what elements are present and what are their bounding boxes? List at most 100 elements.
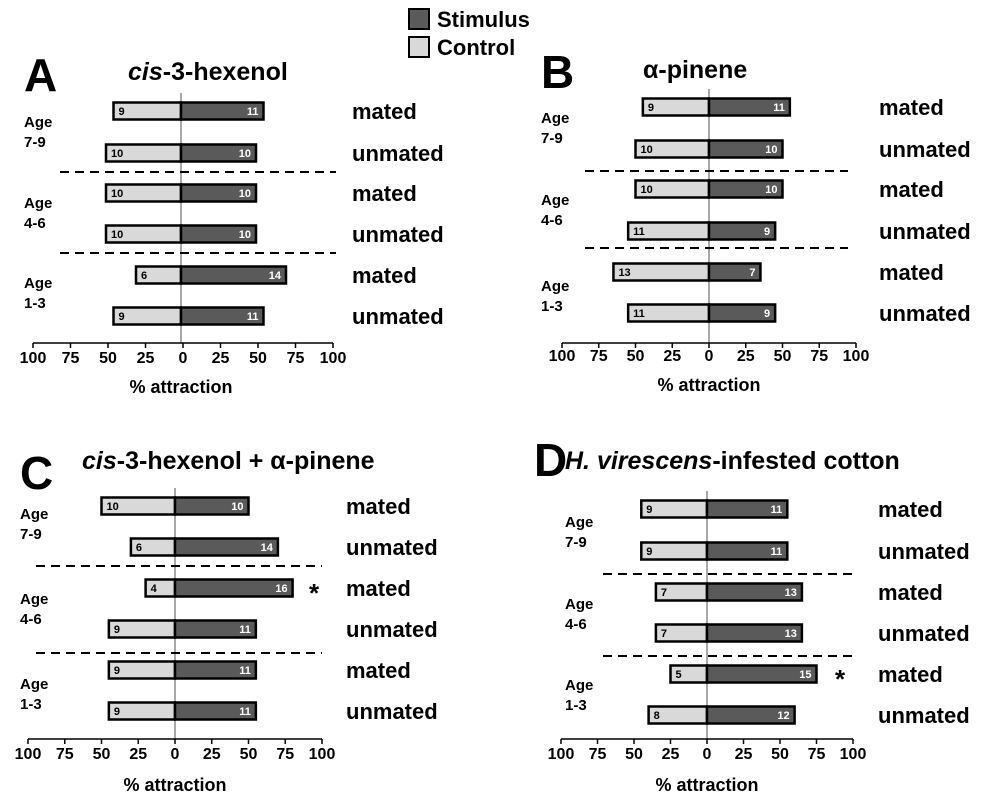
status-label: mated [879,95,944,120]
stimulus-count: 15 [799,669,811,681]
status-label: mated [878,580,943,605]
x-tick-label: 75 [287,350,305,367]
status-label: unmated [879,219,971,244]
stimulus-count: 10 [765,144,777,156]
status-label: mated [346,658,411,683]
stimulus-count: 11 [247,311,259,323]
x-tick-label: 0 [171,746,180,763]
panel-letter: B [541,46,574,98]
x-tick-label: 75 [590,348,608,365]
x-tick-label: 50 [240,746,258,763]
panel-d: DH. virescens-infested cotton Age 7-9 9 11 ma… [534,434,970,795]
control-count: 13 [618,267,630,279]
stimulus-count: 14 [261,542,274,554]
age-label: 4-6 [565,616,587,633]
status-label: mated [352,99,417,124]
stimulus-bar [179,306,265,326]
x-tick-label: 50 [249,350,267,367]
panel-title: cis-3-hexenol [128,58,288,86]
control-count: 9 [648,102,654,114]
control-count: 8 [654,710,660,722]
x-tick-label: 25 [137,350,155,367]
stimulus-count: 9 [764,308,770,320]
x-axis-label: % attraction [655,775,758,795]
status-label: unmated [879,301,971,326]
age-label: 1-3 [565,697,587,714]
x-tick-label: 50 [625,746,643,763]
stimulus-count: 13 [785,628,797,640]
significance-asterisk: * [835,664,846,694]
stimulus-bar [173,660,258,680]
control-count: 10 [111,148,123,160]
stimulus-bar [707,221,777,241]
status-label: mated [346,576,411,601]
x-tick-label: 25 [663,348,681,365]
status-label: unmated [879,137,971,162]
stimulus-bar [179,265,288,285]
x-tick-label: 100 [548,746,575,763]
age-label: Age [541,192,569,209]
panel-title-part: cis [128,58,163,86]
age-label: 7-9 [565,534,587,551]
stimulus-bar [705,541,789,561]
stimulus-count: 11 [771,546,783,558]
status-label: unmated [346,617,438,642]
stimulus-bar [173,578,294,598]
legend-swatch-control [408,36,430,58]
x-tick-label: 100 [843,348,870,365]
x-tick-label: 100 [20,350,47,367]
panel-title: cis-3-hexenol + α-pinene [82,447,375,475]
panel-letter: A [24,49,57,101]
age-label: Age [20,591,48,608]
stimulus-bar [173,701,258,721]
x-tick-label: 0 [703,746,712,763]
stimulus-bar [705,499,789,519]
x-tick-label: 0 [179,350,188,367]
stimulus-bar [705,582,804,602]
panel-letter: D [534,434,567,486]
status-label: unmated [352,304,444,329]
stimulus-count: 10 [239,188,251,200]
status-label: mated [878,497,943,522]
x-axis-label: % attraction [123,775,226,795]
age-label: Age [20,506,48,523]
stimulus-count: 11 [239,706,251,718]
control-count: 10 [111,229,123,241]
legend-label-stimulus: Stimulus [437,7,530,32]
stimulus-count: 11 [239,624,251,636]
age-label: 4-6 [20,611,42,628]
stimulus-bar [705,705,796,725]
age-label: 1-3 [541,298,563,315]
stimulus-count: 12 [777,710,789,722]
control-count: 9 [114,665,120,677]
control-count: 9 [119,106,125,118]
x-tick-label: 50 [771,746,789,763]
stimulus-count: 11 [771,504,783,516]
stimulus-bar [707,139,784,159]
stimulus-bar [179,143,258,163]
status-label: unmated [346,535,438,560]
x-tick-label: 0 [705,348,714,365]
x-tick-label: 100 [549,348,576,365]
x-tick-label: 50 [774,348,792,365]
control-count: 11 [633,308,645,320]
stimulus-bar [179,101,265,121]
age-label: Age [24,275,52,292]
age-label: 7-9 [541,130,563,147]
control-count: 7 [661,628,667,640]
x-tick-label: 50 [93,746,111,763]
legend-label-control: Control [437,35,515,60]
age-label: 1-3 [24,295,46,312]
control-count: 9 [114,624,120,636]
panel-title: H. virescens-infested cotton [565,447,900,475]
x-tick-label: 25 [212,350,230,367]
age-label: Age [565,596,593,613]
status-label: unmated [352,222,444,247]
stimulus-bar [173,619,258,639]
control-count: 9 [646,546,652,558]
stimulus-count: 11 [773,102,785,114]
panel-title-part: -infested cotton [712,447,900,475]
age-label: Age [565,514,593,531]
status-label: mated [878,662,943,687]
